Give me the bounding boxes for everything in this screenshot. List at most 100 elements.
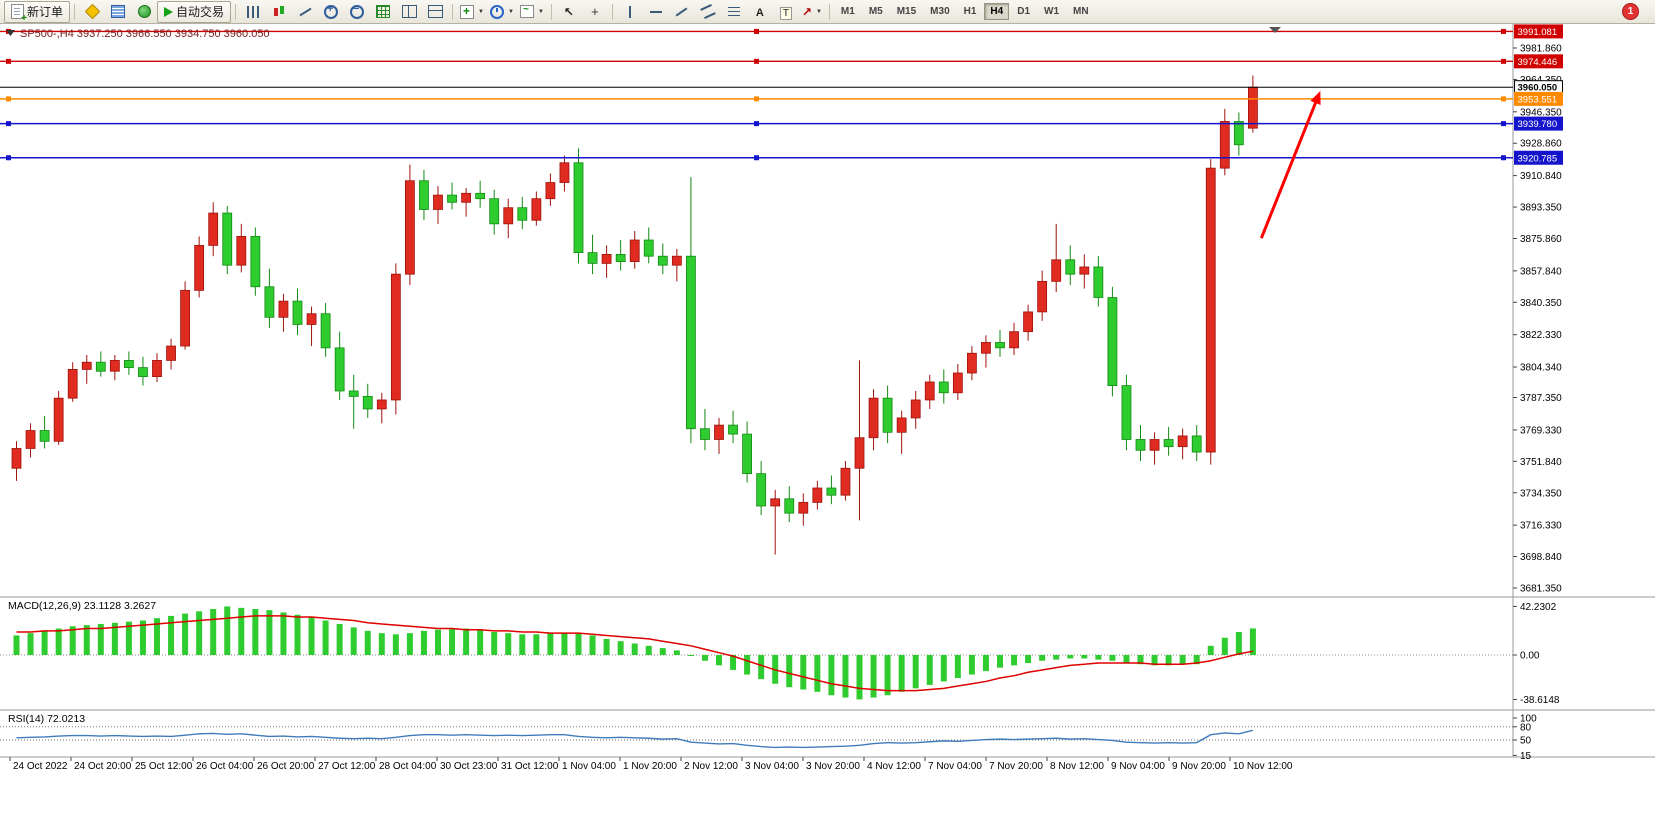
macd-histogram-bar bbox=[1109, 655, 1116, 661]
candle bbox=[461, 192, 472, 203]
fibonacci-button[interactable] bbox=[721, 1, 747, 23]
macd-histogram-bar bbox=[997, 655, 1003, 668]
timeframe-w1-button[interactable]: W1 bbox=[1044, 6, 1060, 17]
macd-histogram-bar bbox=[1067, 655, 1074, 659]
tile-vertical-button[interactable] bbox=[396, 1, 422, 23]
candle bbox=[194, 245, 205, 291]
price-badge bbox=[1514, 116, 1563, 131]
rsi-label: RSI(14) 72.0213 bbox=[8, 713, 85, 725]
tile-horizontal-button[interactable] bbox=[422, 1, 448, 23]
macd-histogram-bar bbox=[1193, 655, 1200, 665]
timeframe-m1-button[interactable]: M1 bbox=[840, 6, 855, 17]
timeframe-m15-button[interactable]: M15 bbox=[896, 6, 917, 17]
grid-button[interactable] bbox=[370, 1, 396, 23]
text-button[interactable] bbox=[747, 1, 773, 23]
metaeditor-button[interactable] bbox=[79, 1, 105, 23]
candle bbox=[1163, 439, 1174, 448]
macd-histogram-bar bbox=[196, 611, 203, 655]
candle bbox=[517, 207, 528, 221]
line-handle[interactable] bbox=[6, 58, 11, 64]
candle bbox=[152, 360, 162, 377]
zoom-in-button[interactable] bbox=[318, 1, 344, 23]
chevron-down-icon: ▼ bbox=[537, 8, 544, 15]
macd-histogram-bar bbox=[83, 625, 90, 655]
autotrading-label: 自动交易 bbox=[176, 5, 225, 19]
candle bbox=[348, 390, 359, 397]
arrows-button[interactable]: ▼ bbox=[799, 1, 825, 23]
timeframe-h4-button[interactable]: H4 bbox=[984, 3, 1010, 20]
channel-button[interactable] bbox=[695, 1, 721, 23]
autotrading-button[interactable]: 自动交易 bbox=[157, 0, 232, 23]
macd-histogram-bar bbox=[856, 655, 863, 700]
macd-histogram-bar bbox=[55, 628, 62, 655]
line-handle[interactable] bbox=[6, 96, 11, 102]
timeframe-h1-button[interactable]: H1 bbox=[963, 6, 977, 17]
trendline-button[interactable] bbox=[669, 1, 695, 23]
chevron-down-icon: ▼ bbox=[815, 8, 822, 15]
candle bbox=[587, 252, 598, 264]
time-label: 7 Nov 20:00 bbox=[989, 761, 1043, 772]
candle bbox=[278, 300, 289, 318]
market-watch-button[interactable] bbox=[105, 1, 131, 23]
text-label-button[interactable] bbox=[773, 1, 799, 23]
cursor-button[interactable] bbox=[556, 1, 582, 23]
candle bbox=[250, 236, 261, 288]
vertical-line-button[interactable] bbox=[617, 1, 643, 23]
line-handle[interactable] bbox=[754, 28, 759, 34]
candle bbox=[615, 254, 626, 262]
macd-histogram-bar bbox=[631, 643, 638, 655]
horizontal-line-button[interactable] bbox=[643, 1, 669, 23]
navigator-button[interactable] bbox=[131, 1, 157, 23]
macd-histogram-bar bbox=[1053, 655, 1060, 660]
timeframe-m5-button[interactable]: M5 bbox=[868, 6, 883, 17]
line-chart-button[interactable] bbox=[292, 1, 318, 23]
line-handle[interactable] bbox=[1501, 121, 1506, 127]
candle bbox=[475, 192, 486, 200]
macd-histogram-bar bbox=[1025, 655, 1032, 664]
line-handle[interactable] bbox=[6, 121, 11, 127]
macd-histogram-bar bbox=[154, 618, 160, 655]
price-badge-label: 3920.785 bbox=[1518, 153, 1558, 164]
trend-arrow-line[interactable] bbox=[1259, 95, 1320, 239]
line-handle[interactable] bbox=[1501, 28, 1506, 34]
template-button[interactable]: ▼ bbox=[517, 1, 547, 23]
bar-chart-button[interactable] bbox=[240, 1, 266, 23]
candle bbox=[1009, 331, 1019, 349]
toolbar-separator bbox=[452, 3, 454, 20]
chart-shift-marker[interactable] bbox=[1269, 27, 1281, 33]
macd-histogram-bar bbox=[238, 607, 245, 655]
candle bbox=[138, 367, 148, 377]
trend-arrow-head[interactable] bbox=[1310, 90, 1321, 105]
line-handle[interactable] bbox=[754, 155, 759, 161]
line-handle[interactable] bbox=[754, 121, 759, 127]
crosshair-button[interactable] bbox=[582, 1, 608, 23]
candle bbox=[124, 360, 134, 369]
price-tick-label: 3822.330 bbox=[1520, 330, 1562, 341]
line-handle[interactable] bbox=[754, 96, 759, 102]
timeframe-mn-button[interactable]: MN bbox=[1073, 6, 1089, 17]
price-tick-label: 3681.350 bbox=[1520, 584, 1562, 595]
line-handle[interactable] bbox=[1501, 155, 1506, 161]
candle bbox=[489, 198, 500, 225]
chevron-down-icon[interactable] bbox=[6, 30, 15, 36]
timeframe-m30-button[interactable]: M30 bbox=[930, 6, 950, 17]
candle bbox=[11, 448, 22, 469]
candle bbox=[812, 487, 823, 503]
price-badge-label: 3953.551 bbox=[1518, 94, 1558, 105]
macd-histogram-bar bbox=[701, 655, 708, 661]
candle bbox=[573, 162, 584, 254]
timeframe-d1-button[interactable]: D1 bbox=[1017, 6, 1031, 17]
new-order-button[interactable]: 新订单 bbox=[4, 0, 71, 24]
period-button[interactable]: ▼ bbox=[487, 1, 517, 23]
line-handle[interactable] bbox=[754, 58, 759, 64]
zoom-out-button[interactable] bbox=[344, 1, 370, 23]
line-handle[interactable] bbox=[1501, 96, 1506, 102]
candlestick-chart-button[interactable] bbox=[266, 1, 292, 23]
line-handle[interactable] bbox=[6, 155, 11, 161]
notification-badge[interactable]: 1 bbox=[1622, 3, 1639, 20]
macd-histogram-bar bbox=[139, 620, 146, 655]
price-tick-label: 3787.350 bbox=[1520, 393, 1562, 404]
line-handle[interactable] bbox=[1501, 58, 1506, 64]
macd-histogram-bar bbox=[111, 622, 118, 655]
new-chart-button[interactable]: ▼ bbox=[457, 1, 487, 23]
